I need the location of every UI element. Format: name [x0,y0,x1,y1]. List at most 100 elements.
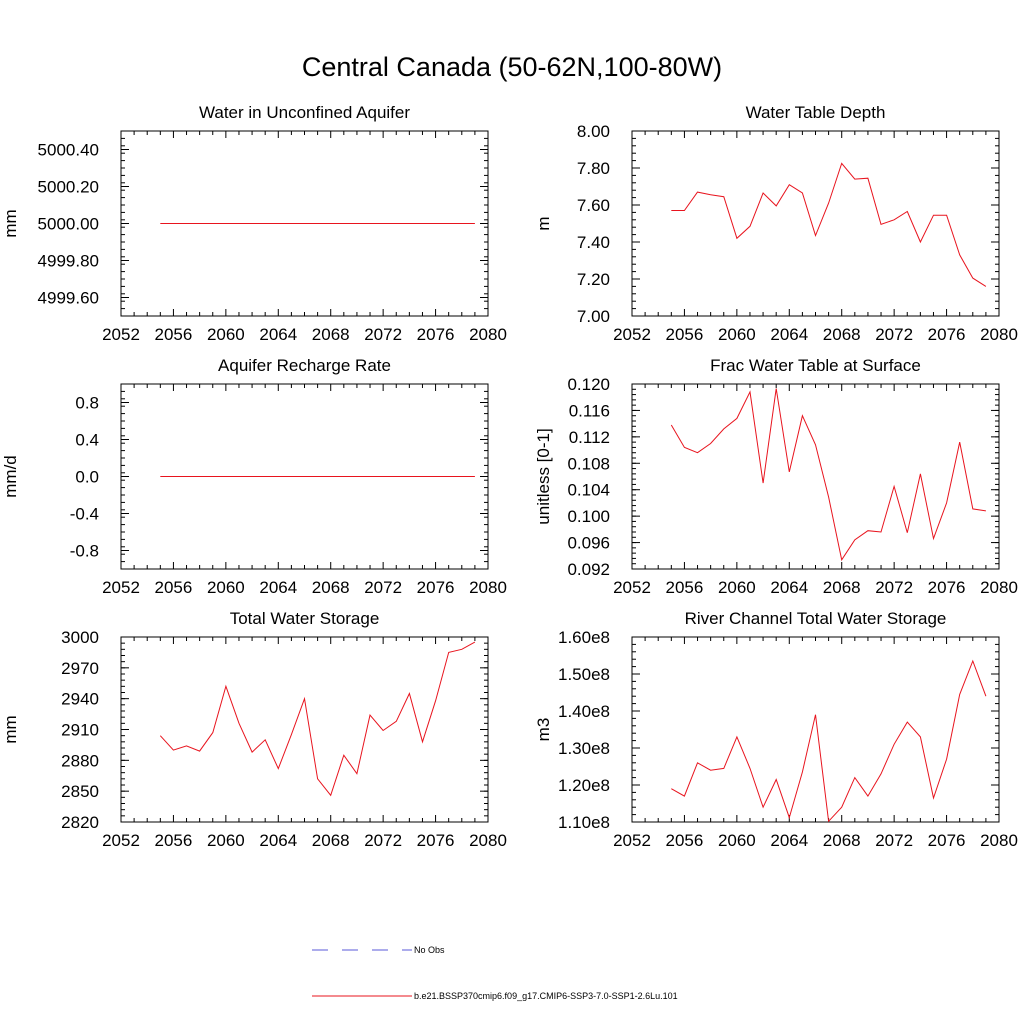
y-tick-label: 5000.40 [38,141,99,160]
x-tick-label: 2076 [928,578,966,597]
panel-title: Aquifer Recharge Rate [218,356,391,375]
y-tick-label: 4999.80 [38,252,99,271]
x-tick-label: 2076 [417,831,455,850]
x-tick-label: 2060 [718,831,756,850]
y-tick-label: 5000.20 [38,178,99,197]
panel-1: 2052 2056 2060 2064 2068 2072 2076 2080 4999.60 4… [1,103,507,344]
y-axis-label: mm [1,209,20,237]
plot-frame [631,636,1000,823]
y-tick-label: 7.80 [577,159,610,178]
x-tick-label: 2068 [823,831,861,850]
y-tick-label: 8.00 [577,122,610,141]
y-tick-label: 1.50e8 [558,665,610,684]
y-tick-label: 1.10e8 [558,813,610,832]
x-tick-label: 2056 [666,831,704,850]
panel-4: 2052 2056 2060 2064 2068 2072 2076 2080 0.092 0.0… [534,356,1018,597]
y-tick-label: -0.8 [70,542,99,561]
x-tick-label: 2072 [364,578,402,597]
plot-frame [631,383,1000,570]
x-tick-label: 2076 [417,578,455,597]
x-tick-label: 2052 [613,325,651,344]
x-tick-label: 2064 [259,578,297,597]
y-tick-label: 4999.60 [38,289,99,308]
x-tick-label: 2060 [207,325,245,344]
x-tick-label: 2052 [102,578,140,597]
y-tick-label: 2820 [61,813,99,832]
x-tick-label: 2068 [823,578,861,597]
y-tick-label: 0.112 [569,428,610,447]
panel-title: Water Table Depth [746,103,886,122]
x-tick-label: 2052 [613,578,651,597]
panel-5: 2052 2056 2060 2064 2068 2072 2076 2080 2820 2850… [1,609,507,850]
x-tick-label: 2080 [469,831,507,850]
figure-title: Central Canada (50-62N,100-80W) [301,52,723,82]
y-axis-label: unitless [0-1] [534,428,553,524]
x-tick-label: 2076 [928,831,966,850]
y-tick-label: 0.8 [75,394,99,413]
x-tick-label: 2072 [364,325,402,344]
x-tick-label: 2072 [875,578,913,597]
y-tick-label: 5000.00 [38,215,99,234]
y-tick-label: 2880 [61,751,99,770]
x-tick-label: 2056 [666,325,704,344]
x-tick-label: 2056 [666,578,704,597]
x-tick-label: 2068 [312,578,350,597]
y-tick-label: 0.108 [567,454,610,473]
series-line [671,162,987,287]
y-tick-label: 2850 [61,782,99,801]
x-tick-label: 2080 [980,325,1018,344]
x-tick-label: 2056 [155,325,193,344]
x-tick-label: 2060 [207,578,245,597]
x-tick-label: 2060 [718,578,756,597]
y-axis-label: mm [1,715,20,743]
x-tick-label: 2080 [469,578,507,597]
y-tick-label: 7.00 [577,307,610,326]
y-tick-label: -0.4 [70,505,99,524]
x-tick-label: 2068 [823,325,861,344]
x-tick-label: 2060 [207,831,245,850]
y-tick-label: 0.116 [569,401,610,420]
x-tick-label: 2052 [102,831,140,850]
x-tick-label: 2076 [417,325,455,344]
y-axis-label: m [534,216,553,230]
y-tick-label: 1.60e8 [558,628,610,647]
x-tick-label: 2052 [102,325,140,344]
x-tick-label: 2080 [980,578,1018,597]
x-tick-label: 2064 [259,831,297,850]
y-axis-label: mm/d [1,455,20,498]
x-tick-label: 2056 [155,578,193,597]
panel-title: Frac Water Table at Surface [710,356,921,375]
y-tick-label: 0.096 [567,534,610,553]
series-line [670,388,986,562]
y-tick-label: 7.60 [577,196,610,215]
x-tick-label: 2072 [875,325,913,344]
y-tick-label: 3000 [61,628,99,647]
x-tick-label: 2068 [312,325,350,344]
y-tick-label: 0.4 [75,431,99,450]
series-line [671,659,987,823]
x-tick-label: 2072 [364,831,402,850]
plot-frame [631,130,1000,317]
legend-label-no-obs: No Obs [414,945,445,955]
x-tick-label: 2064 [770,578,808,597]
panel-title: River Channel Total Water Storage [685,609,947,628]
y-tick-label: 0.120 [567,375,610,394]
y-tick-label: 1.40e8 [558,702,610,721]
y-tick-label: 7.40 [577,233,610,252]
x-tick-label: 2080 [980,831,1018,850]
x-tick-label: 2080 [469,325,507,344]
y-tick-label: 0.104 [567,481,610,500]
panel-title: Total Water Storage [230,609,380,628]
x-tick-label: 2072 [875,831,913,850]
panel-6: 2052 2056 2060 2064 2068 2072 2076 2080 1.10e8 1.… [534,609,1018,850]
y-axis-label: m3 [534,718,553,742]
panel-2: 2052 2056 2060 2064 2068 2072 2076 2080 7.00 7.20… [534,103,1018,344]
legend-label-model: b.e21.BSSP370cmip6.f09_g17.CMIP6-SSP3-7.… [414,991,678,1001]
y-tick-label: 1.30e8 [558,739,610,758]
y-tick-label: 2970 [61,659,99,678]
y-tick-label: 0.100 [567,507,610,526]
y-tick-label: 1.20e8 [558,776,610,795]
x-tick-label: 2076 [928,325,966,344]
y-tick-label: 0.0 [75,468,99,487]
